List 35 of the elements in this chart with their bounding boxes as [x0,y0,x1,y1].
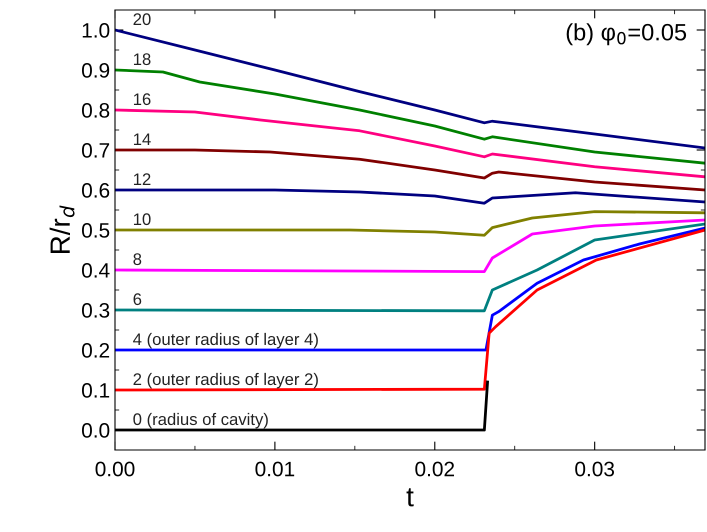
series-label: 10 [134,213,151,226]
series-label: 0 (radius of cavity) [133,412,268,428]
x-tick-label: 0.00 [96,462,134,476]
series-label: 2 (outer radius of layer 2) [134,372,318,388]
series-label: 14 [134,133,151,145]
series-label: 8 [133,253,142,266]
y-tick-label: 0.9 [82,63,110,78]
line-series [115,188,705,205]
y-tick-label: 0.2 [82,343,110,358]
y-tick-label: 0.5 [82,223,110,238]
y-tick-label: 0.1 [82,383,110,398]
x-tick-label: 0.03 [575,462,614,476]
y-tick-label: 0.7 [82,143,110,158]
line-series [115,148,705,192]
annotation: (b) φ$_{0}$=0.05 [566,23,686,46]
series-label: 16 [134,93,151,106]
series-label: 6 [134,293,142,306]
y-tick-label: 0.6 [82,183,110,198]
x-tick-label: 0.02 [415,462,454,476]
line-series [115,210,705,237]
y-tick-label: 0.0 [82,423,110,438]
y-tick-label: 1.0 [82,23,110,38]
y-tick-label: 0.8 [82,103,110,118]
x-axis-title: t [406,488,414,506]
series-label: 20 [134,13,151,26]
series-label: 18 [134,53,151,66]
x-tick-label: 0.01 [255,462,294,476]
y-tick-label: 0.4 [82,263,110,278]
series-label: 12 [134,173,150,185]
series-label: 4 (outer radius of layer 4) [133,332,318,348]
line-series [115,226,705,352]
y-tick-label: 0.3 [82,303,110,318]
line-series [115,228,705,392]
line-series [115,68,705,165]
y-axis-title: R/r$_{d}$ [50,206,75,253]
